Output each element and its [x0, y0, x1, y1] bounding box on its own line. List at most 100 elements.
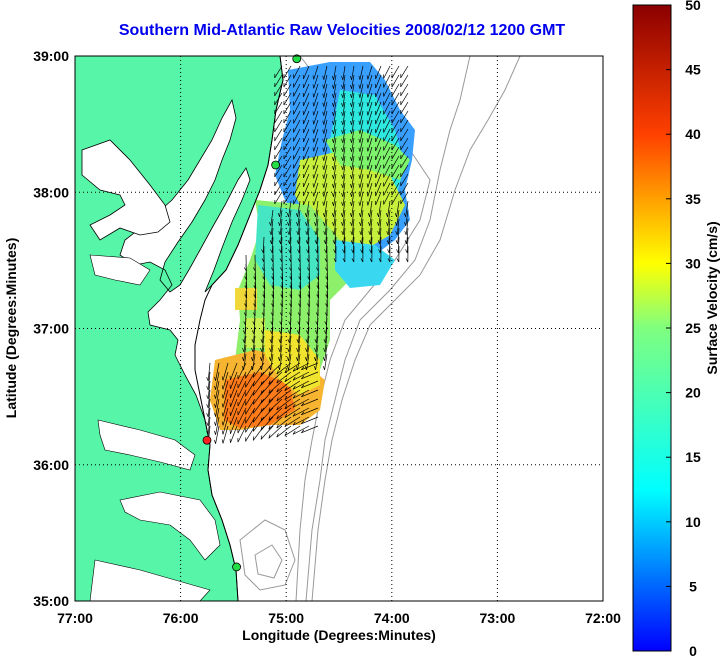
arrow-head: [314, 240, 318, 245]
velocity-arrow: [352, 236, 355, 253]
velocity-arrow: [271, 236, 274, 253]
velocity-arrow: [274, 110, 283, 124]
velocity-arrow: [400, 146, 409, 160]
arrow-head: [287, 330, 291, 335]
arrow-head: [341, 129, 344, 134]
velocity-arrow: [297, 344, 301, 361]
velocity-arrow: [237, 380, 247, 398]
velocity-arrow: [351, 110, 355, 125]
velocity-arrow: [271, 326, 274, 343]
velocity-arrow: [292, 380, 310, 390]
velocity-arrow: [351, 65, 355, 80]
velocity-arrow: [306, 218, 310, 235]
velocity-arrow: [283, 83, 292, 97]
velocity-arrow: [406, 236, 409, 253]
velocity-arrow: [342, 92, 346, 107]
arrow-head: [341, 102, 344, 107]
colorbar: [632, 4, 672, 652]
velocity-arrow: [289, 227, 292, 244]
arrow-head: [368, 221, 371, 226]
arrow-head: [395, 240, 399, 245]
arrow-head: [229, 429, 231, 434]
arrow-head: [331, 75, 334, 80]
arrow-head: [313, 365, 316, 370]
velocity-arrow: [351, 191, 355, 206]
arrow-head: [278, 339, 281, 344]
velocity-arrow: [252, 407, 265, 423]
arrow-head: [214, 421, 216, 426]
arrow-head: [301, 402, 305, 407]
arrow-head: [306, 321, 309, 326]
velocity-arrow: [342, 110, 346, 125]
velocity-arrow: [391, 101, 400, 115]
velocity-arrow: [351, 146, 355, 161]
arrow-head: [268, 380, 271, 385]
velocity-arrow: [274, 191, 283, 205]
arrow-head: [260, 330, 264, 335]
velocity-arrow: [323, 83, 328, 98]
velocity-arrow: [292, 416, 310, 426]
velocity-arrow: [313, 155, 319, 170]
velocity-arrow: [323, 173, 328, 188]
arrow-head: [296, 221, 299, 226]
velocity-arrow: [245, 380, 256, 397]
velocity-arrow: [400, 173, 409, 187]
arrow-head: [312, 156, 315, 161]
arrow-head: [322, 147, 325, 152]
velocity-arrow: [367, 173, 373, 188]
velocity-arrow: [283, 128, 292, 142]
velocity-arrow: [303, 83, 310, 98]
velocity-arrow: [303, 155, 310, 170]
arrow-head: [331, 192, 334, 197]
velocity-arrow: [351, 200, 355, 217]
velocity-arrow: [391, 128, 400, 142]
velocity-arrow: [383, 101, 391, 115]
station-marker: [292, 54, 302, 64]
arrow-head: [367, 212, 370, 217]
velocity-arrow: [237, 371, 247, 389]
x-tick-label: 74:00: [374, 610, 410, 626]
map-title-text: Southern Mid-Atlantic Raw Velocities 200…: [118, 22, 566, 39]
velocity-region-middle-cyan: [255, 205, 320, 290]
velocity-arrow: [252, 416, 265, 432]
arrow-head: [214, 394, 216, 399]
arrow-head: [304, 356, 308, 361]
velocity-arrow: [367, 146, 373, 161]
velocity-region-south-yellow: [265, 330, 320, 395]
velocity-arrow: [383, 83, 391, 97]
velocity-arrow: [391, 173, 400, 187]
velocity-arrow: [252, 380, 265, 396]
arrow-head: [279, 321, 282, 326]
velocity-arrow: [351, 101, 355, 116]
velocity-arrow: [383, 110, 391, 124]
velocity-arrow: [333, 74, 337, 89]
arrow-head: [268, 425, 271, 430]
velocity-arrow: [375, 83, 382, 98]
velocity-arrow: [230, 398, 238, 416]
velocity-arrow: [262, 317, 265, 334]
arrow-head: [296, 240, 300, 245]
arrow-head: [221, 439, 224, 444]
arrow-head: [276, 406, 279, 411]
arrow-head: [387, 249, 390, 254]
velocity-arrow: [290, 281, 293, 298]
arrow-head: [366, 201, 369, 206]
velocity-arrow: [400, 101, 409, 115]
velocity-arrow: [333, 92, 337, 107]
arrow-head: [269, 348, 272, 352]
velocity-arrow: [252, 335, 256, 352]
colorbar-tick-label: 0: [689, 643, 697, 659]
velocity-arrow: [283, 146, 292, 160]
velocity-arrow: [313, 146, 319, 161]
arrow-head: [268, 407, 271, 412]
velocity-arrow: [359, 74, 364, 89]
arrow-head: [341, 174, 344, 179]
arrow-head: [243, 321, 246, 326]
arrow-head: [250, 356, 254, 361]
arrow-head: [341, 201, 344, 206]
station-marker: [271, 160, 281, 170]
arrow-head: [322, 84, 325, 89]
arrow-head: [366, 138, 369, 143]
arrow-head: [214, 439, 216, 444]
